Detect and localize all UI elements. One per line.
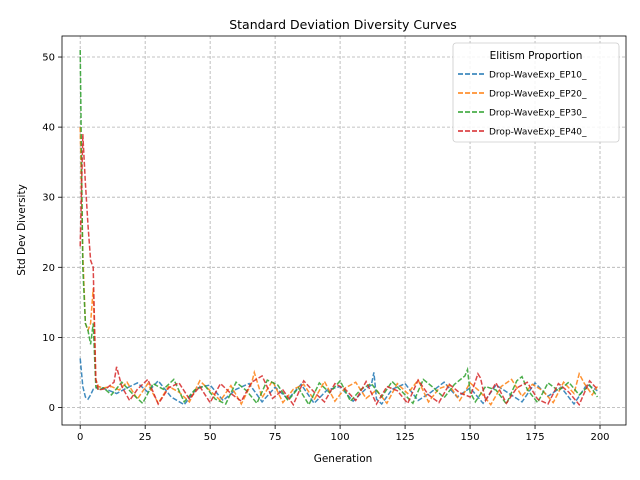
- series-lines: [79, 49, 599, 407]
- x-axis: 0 25 50 75 100 125 150 175 200: [77, 425, 610, 443]
- legend-label: Drop-WaveExp_EP40_: [489, 128, 587, 138]
- x-tick-label: 200: [590, 432, 609, 443]
- legend-label: Drop-WaveExp_EP30_: [489, 109, 587, 119]
- y-axis: 0 10 20 30 40 50: [42, 53, 62, 414]
- series-line-2: [79, 127, 599, 407]
- x-tick-label: 75: [269, 432, 282, 443]
- y-tick-label: 50: [42, 53, 55, 64]
- chart-title: Standard Deviation Diversity Curves: [229, 17, 457, 32]
- y-tick-label: 30: [42, 193, 55, 204]
- y-axis-title: Std Dev Diversity: [16, 184, 28, 276]
- plot-frame: [61, 35, 627, 426]
- series-line-4: [79, 134, 598, 407]
- x-tick-label: 125: [396, 432, 415, 443]
- y-tick-label: 0: [49, 403, 55, 414]
- x-tick-label: 150: [461, 432, 480, 443]
- legend: Elitism Proportion Drop-WaveExp_EP10_Dro…: [452, 42, 620, 143]
- legend-label: Drop-WaveExp_EP10_: [489, 71, 587, 81]
- x-tick-label: 100: [331, 432, 350, 443]
- legend-label: Drop-WaveExp_EP20_: [489, 90, 587, 100]
- x-tick-label: 0: [77, 432, 83, 443]
- y-tick-label: 10: [42, 333, 55, 344]
- legend-items: Drop-WaveExp_EP10_ Drop-WaveExp_EP20_ Drop…: [458, 71, 587, 138]
- x-axis-title: Generation: [314, 453, 373, 465]
- series-line-3: [79, 49, 599, 407]
- series-line-1: [79, 358, 598, 406]
- y-tick-label: 40: [42, 123, 55, 134]
- x-tick-label: 50: [204, 432, 217, 443]
- x-tick-label: 25: [139, 432, 152, 443]
- x-tick-label: 175: [525, 432, 544, 443]
- legend-box: [452, 42, 620, 143]
- y-tick-label: 20: [42, 263, 55, 274]
- legend-title: Elitism Proportion: [490, 50, 583, 62]
